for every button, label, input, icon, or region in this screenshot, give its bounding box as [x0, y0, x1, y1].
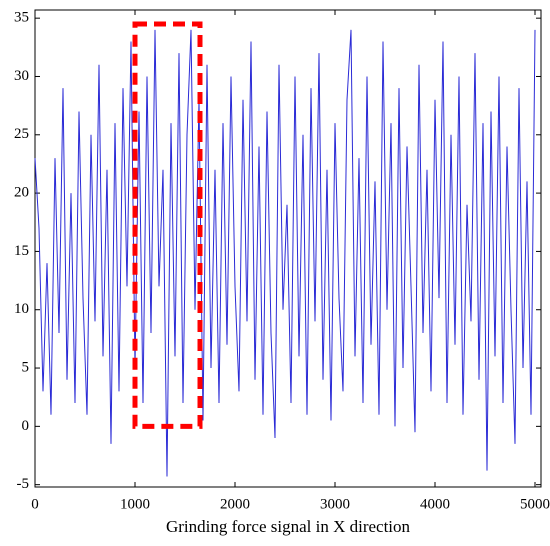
signal-line	[34, 29, 536, 477]
y-tick-label: 20	[14, 185, 29, 201]
plot-frame	[34, 9, 542, 488]
y-tick-label: -5	[17, 476, 30, 492]
y-tick-label: 15	[14, 243, 29, 259]
y-tick-label: 25	[14, 126, 29, 142]
x-tick-label: 0	[31, 496, 39, 512]
x-axis-title: Grinding force signal in X direction	[166, 517, 411, 536]
x-tick-label: 2000	[220, 496, 250, 512]
y-tick-label: 30	[14, 68, 29, 84]
y-tick-label: 0	[22, 418, 30, 434]
x-tick-label: 3000	[320, 496, 350, 512]
y-tick-label: 10	[14, 301, 29, 317]
x-tick-label: 5000	[520, 496, 550, 512]
x-tick-label: 4000	[420, 496, 450, 512]
highlight-box	[132, 21, 203, 429]
y-tick-label: 35	[14, 10, 29, 26]
x-tick-label: 1000	[120, 496, 150, 512]
y-tick-label: 5	[22, 359, 30, 375]
